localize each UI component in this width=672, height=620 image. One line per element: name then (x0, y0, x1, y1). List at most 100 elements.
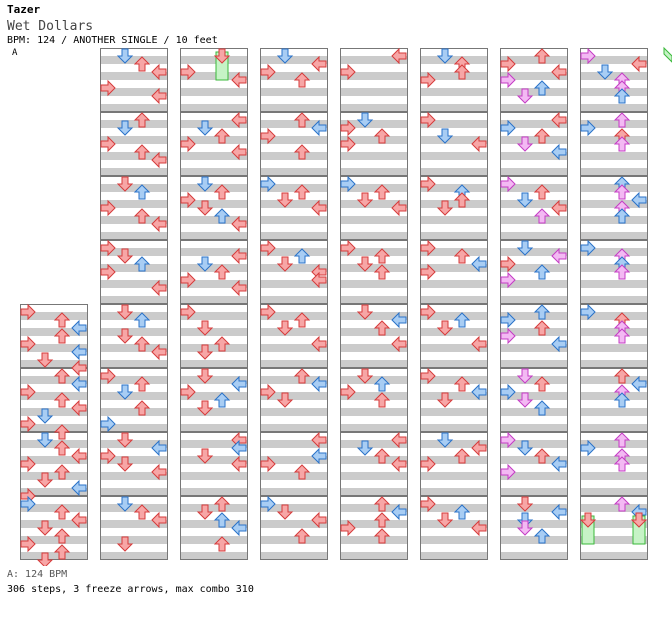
beat-stripe (100, 440, 168, 448)
beat-stripe (580, 328, 648, 336)
beat-stripe (580, 120, 648, 128)
beat-stripe (500, 168, 568, 176)
beat-stripe (500, 280, 568, 288)
beat-stripe (420, 328, 488, 336)
step-arrow (116, 120, 134, 136)
beat-stripe (420, 216, 488, 224)
step-arrow (420, 495, 436, 513)
step-arrow (613, 112, 631, 128)
step-arrow (356, 304, 374, 320)
step-arrow (533, 304, 551, 320)
beat-stripe (100, 504, 168, 512)
step-arrow (533, 128, 551, 144)
measure-box (340, 240, 408, 304)
step-arrow (551, 111, 567, 129)
beat-stripe (20, 536, 88, 544)
bpm-section-marker: A (12, 48, 18, 58)
beat-stripe (20, 360, 88, 368)
beat-stripe (100, 232, 168, 240)
step-arrow (100, 367, 116, 385)
step-arrow (293, 112, 311, 128)
beat-stripe (180, 376, 248, 384)
beat-stripe (20, 456, 88, 464)
measure-box (580, 496, 648, 560)
step-arrow (231, 279, 247, 297)
beat-stripe (260, 56, 328, 64)
measure-box (340, 368, 408, 432)
step-arrow (471, 135, 487, 153)
step-arrow (116, 248, 134, 264)
beat-stripe (180, 392, 248, 400)
beat-stripe (260, 104, 328, 112)
step-arrow (631, 55, 647, 73)
beat-stripe (100, 280, 168, 288)
step-arrow (391, 311, 407, 329)
beat-stripe (180, 456, 248, 464)
beat-stripe (100, 376, 168, 384)
step-arrow (580, 119, 596, 137)
step-arrow (340, 63, 356, 81)
beat-stripe (100, 152, 168, 160)
step-arrow (613, 392, 631, 408)
beat-stripe (180, 488, 248, 496)
step-arrow (231, 455, 247, 473)
beat-stripe (580, 552, 648, 560)
step-arrow (551, 335, 567, 353)
beat-stripe (260, 472, 328, 480)
beat-stripe (500, 200, 568, 208)
measure-box (180, 48, 248, 112)
measure-box (180, 368, 248, 432)
beat-stripe (260, 392, 328, 400)
beat-stripe (340, 264, 408, 272)
beat-stripe (340, 200, 408, 208)
measure-box (180, 176, 248, 240)
step-arrow (260, 495, 276, 513)
beat-stripe (580, 216, 648, 224)
beat-stripe (420, 152, 488, 160)
step-arrow (71, 511, 87, 529)
beat-stripe (340, 408, 408, 416)
measure-box (420, 112, 488, 176)
beat-stripe (340, 280, 408, 288)
beat-stripe (260, 248, 328, 256)
beat-stripe (580, 200, 648, 208)
step-arrow (293, 368, 311, 384)
measure-box (260, 112, 328, 176)
step-arrow (453, 504, 471, 520)
step-arrow (100, 447, 116, 465)
measure-box (100, 48, 168, 112)
step-arrow (533, 376, 551, 392)
step-chart (20, 46, 672, 566)
beat-stripe (20, 344, 88, 352)
step-arrow (631, 375, 647, 393)
measure-box (340, 48, 408, 112)
measure-box (20, 368, 88, 432)
step-arrow (20, 495, 36, 513)
beat-stripe (100, 472, 168, 480)
beat-stripe (580, 232, 648, 240)
step-arrow (533, 80, 551, 96)
step-arrow (453, 248, 471, 264)
step-arrow (533, 264, 551, 280)
beat-stripe (340, 312, 408, 320)
beat-stripe (260, 456, 328, 464)
beat-stripe (580, 312, 648, 320)
beat-stripe (180, 248, 248, 256)
step-arrow (551, 247, 567, 265)
step-arrow (500, 327, 516, 345)
step-arrow (196, 176, 214, 192)
step-arrow (500, 383, 516, 401)
beat-stripe (500, 136, 568, 144)
step-arrow (436, 512, 454, 528)
step-arrow (613, 496, 631, 512)
beat-stripe (420, 232, 488, 240)
beat-stripe (420, 456, 488, 464)
measure-box (260, 176, 328, 240)
step-arrow (276, 256, 294, 272)
beat-stripe (180, 312, 248, 320)
beat-stripe (500, 488, 568, 496)
beat-stripe (260, 520, 328, 528)
step-arrow (151, 511, 167, 529)
beat-stripe (340, 392, 408, 400)
beat-stripe (580, 184, 648, 192)
